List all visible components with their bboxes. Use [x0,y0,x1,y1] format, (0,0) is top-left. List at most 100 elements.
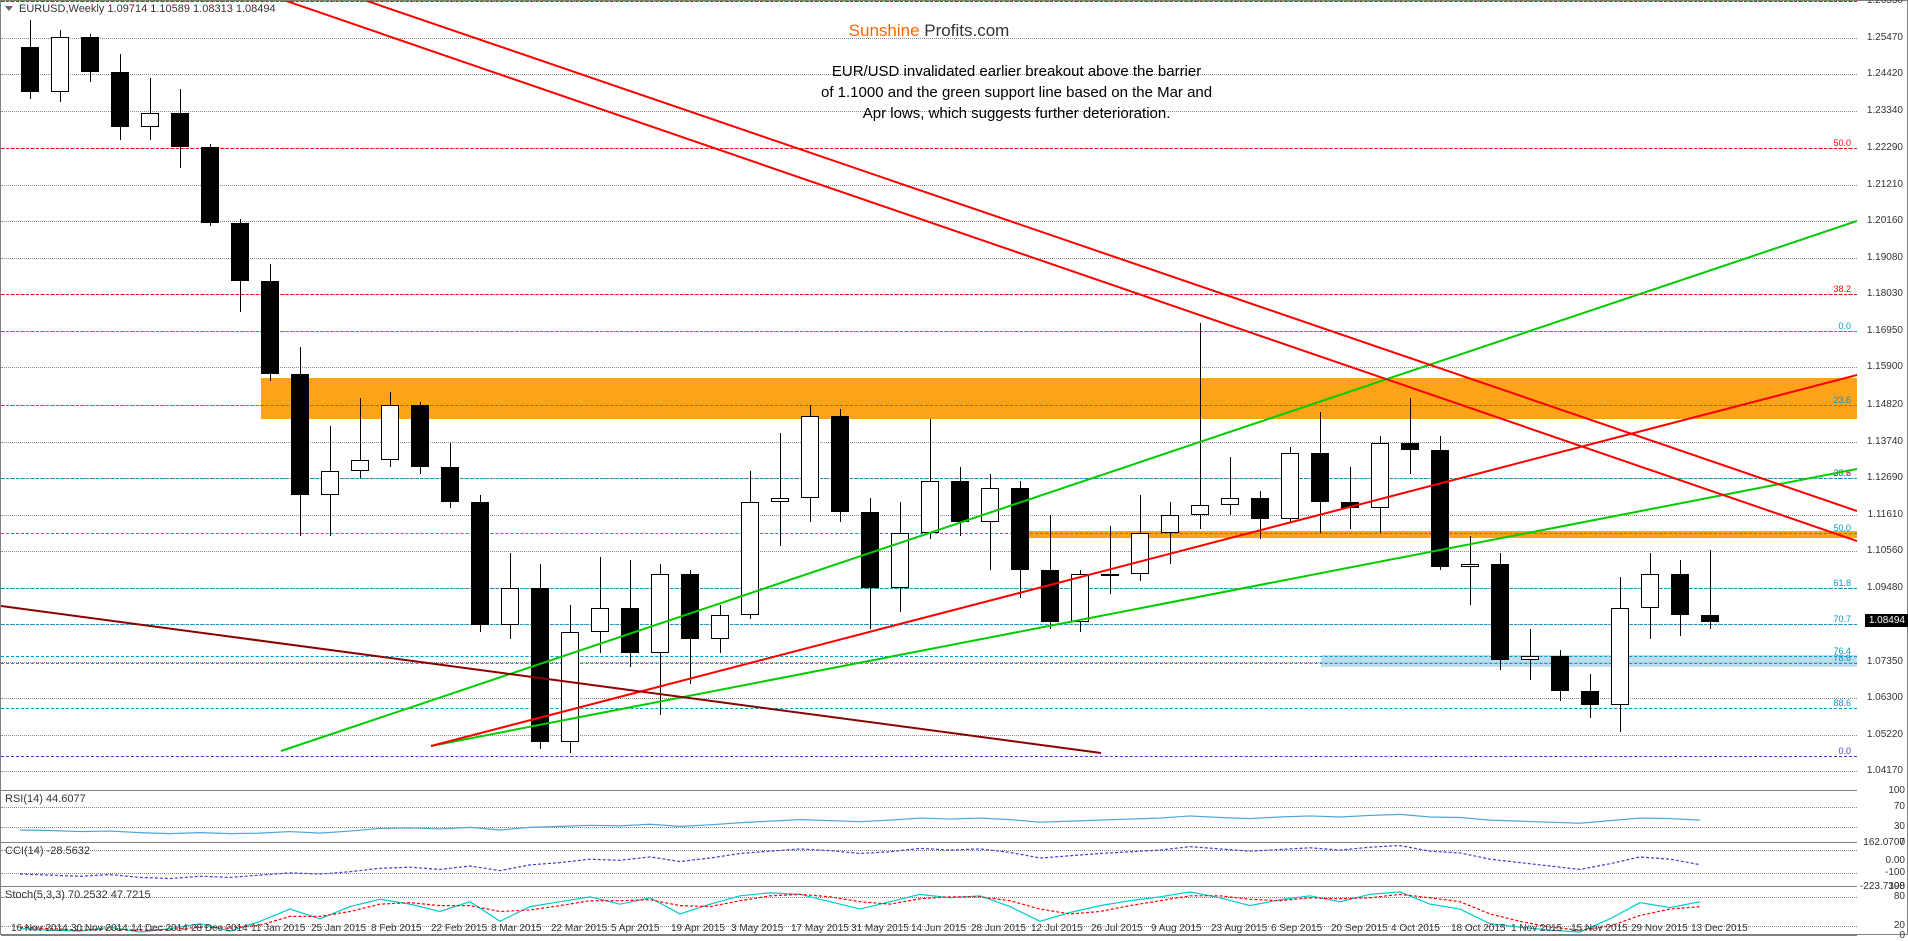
candle-body [591,608,609,632]
candle-body [351,460,369,470]
main-price-panel[interactable]: EURUSD,Weekly 1.09714 1.10589 1.08313 1.… [1,1,1857,791]
price-tick: 1.15900 [1867,361,1903,372]
candle-body [321,471,339,495]
candle-body [1431,450,1449,567]
candle-wick [1200,323,1201,529]
price-tick: 1.25470 [1867,32,1903,43]
candle-body [1701,615,1719,622]
fib-label: 50.0 [1833,523,1851,533]
candle-body [1251,498,1269,519]
cci-panel[interactable]: CCI(14) -28.5632 162.07070.00-100-223.73… [1,843,1857,887]
price-tick: 1.11610 [1868,509,1903,520]
date-label: 11 Jan 2015 [251,923,305,934]
date-label: 14 Jun 2015 [911,923,966,934]
date-label: 12 Jul 2015 [1031,923,1083,934]
candle-body [1341,502,1359,509]
price-tick: 1.13740 [1867,436,1903,447]
candle-body [291,374,309,494]
fib-line [1,588,1857,589]
price-tick: 1.06300 [1867,692,1903,703]
ind-tick: 162.0707 [1863,837,1905,848]
date-label: 4 Oct 2015 [1391,923,1440,934]
candle-wick [1350,467,1351,529]
ind-tick: 100 [1888,785,1905,796]
zone [261,378,1857,419]
candle-body [831,416,849,512]
price-tick: 1.24420 [1867,68,1903,79]
annotation-text: EUR/USD invalidated earlier breakout abo… [821,61,1212,124]
candle-body [81,37,99,71]
price-tick: 1.07350 [1867,656,1903,667]
rsi-panel[interactable]: RSI(14) 44.6077 10070300 [1,791,1857,843]
date-label: 16 Nov 2014 [11,923,68,934]
candle-body [1641,574,1659,608]
grid-line [1,221,1857,222]
price-axis: 1.265501.254701.244201.233401.222901.212… [1855,1,1907,791]
stoch-title: Stoch(5,3,3) 70.2532 47.7215 [5,889,151,901]
candle-body [201,147,219,223]
candle-body [1101,574,1119,576]
candle-body [1281,453,1299,518]
price-tick: 1.14820 [1867,399,1903,410]
date-label: 17 May 2015 [791,923,849,934]
candle-body [711,615,729,639]
candle-body [771,498,789,501]
fib-label: 38.2 [1833,284,1851,294]
fib-label: 61.8 [1833,578,1851,588]
candle-body [1161,515,1179,532]
candle-body [231,223,249,281]
candle-body [1311,453,1329,501]
candle-wick [150,78,151,140]
price-tick: 1.19080 [1867,252,1903,263]
date-label: 31 May 2015 [851,923,909,934]
fib-label: 88.6 [1833,698,1851,708]
watermark: Sunshine Profits.com [849,21,1010,41]
candle-body [531,588,549,743]
date-label: 30 Nov 2014 [71,923,128,934]
candle-body [381,405,399,460]
fib-label: 0.0 [1838,746,1851,756]
grid-line [1,735,1857,736]
candle-body [1461,564,1479,567]
candle-body [261,281,279,374]
date-label: 1 Nov 2015 [1511,923,1562,934]
candle-body [981,488,999,522]
candle-body [1131,533,1149,574]
candle-wick [1230,457,1231,515]
candle-body [1611,608,1629,704]
candle-body [1221,498,1239,505]
candle-body [1041,570,1059,622]
fib-label: 70.7 [1833,614,1851,624]
candle-body [561,632,579,742]
fib-line [1,294,1857,295]
candle-body [1191,505,1209,515]
candle-body [51,37,69,92]
watermark-part2: Profits.com [924,21,1009,40]
grid-line [1,771,1857,772]
chart-title: EURUSD,Weekly 1.09714 1.10589 1.08313 1.… [19,3,276,15]
candle-body [21,47,39,92]
date-label: 6 Sep 2015 [1271,923,1322,934]
candle-body [951,481,969,522]
date-label: 26 Jul 2015 [1091,923,1143,934]
fib-line [1,624,1857,625]
candle-body [1551,656,1569,690]
candle-body [1521,656,1539,659]
fib-label: 50.0 [1833,138,1851,148]
grid-line [1,258,1857,259]
fib-line [1,331,1857,332]
date-label: 18 Oct 2015 [1451,923,1505,934]
watermark-part1: Sunshine [849,21,920,40]
ind-tick: 30 [1894,821,1905,832]
date-label: 8 Feb 2015 [371,923,422,934]
candle-body [501,588,519,626]
ind-tick: 0.00 [1886,855,1905,866]
date-label: 22 Feb 2015 [431,923,487,934]
fib-line [1,478,1857,479]
date-label: 29 Nov 2015 [1631,923,1688,934]
fib-label: 78.6 [1833,653,1851,663]
fib-label: 38.2 [1833,468,1851,478]
price-tick: 1.26550 [1867,0,1903,6]
date-label: 5 Apr 2015 [611,923,659,934]
date-label: 15 Nov 2015 [1571,923,1628,934]
